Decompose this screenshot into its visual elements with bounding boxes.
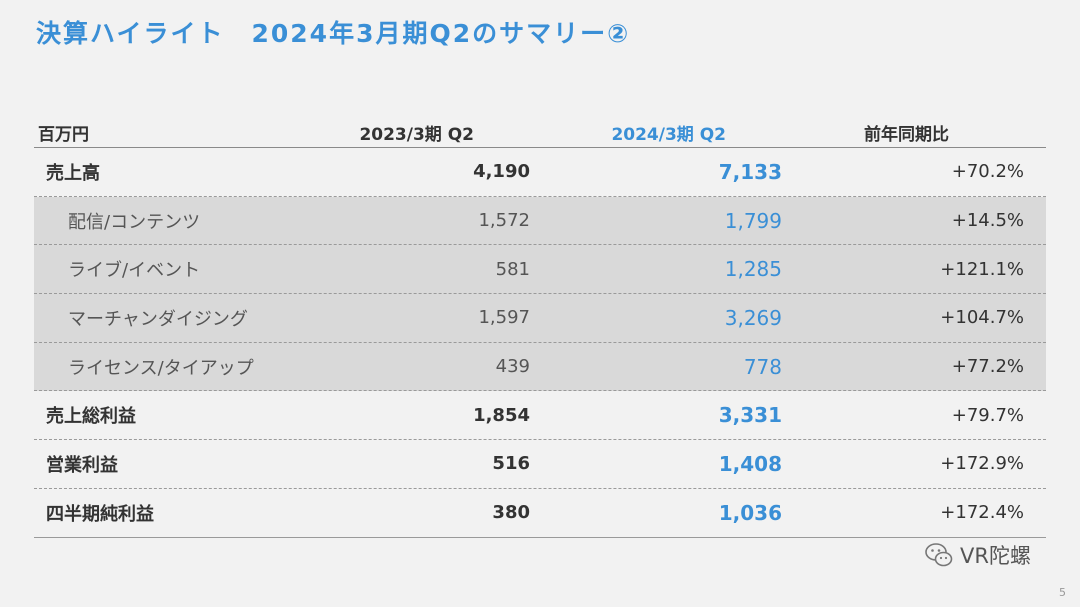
- watermark: VR陀螺: [924, 540, 1031, 570]
- table-row-net-income: 四半期純利益 380 1,036 +172.4%: [34, 489, 1046, 538]
- row-label: ライセンス/タイアップ: [68, 357, 254, 379]
- table-row-gross-profit: 売上総利益 1,854 3,331 +79.7%: [34, 391, 1046, 441]
- row-label: 売上高: [46, 162, 100, 184]
- financial-summary-table: 百万円 2023/3期 Q2 2024/3期 Q2 前年同期比 売上高 4,19…: [34, 118, 1046, 538]
- table-row-distribution-content: 配信/コンテンツ 1,572 1,799 +14.5%: [34, 196, 1046, 246]
- row-current-value: 3,269: [724, 305, 782, 330]
- page-number: 5: [1059, 586, 1066, 599]
- row-prev-value: 4,190: [473, 161, 530, 183]
- row-current-value: 1,408: [718, 451, 782, 476]
- row-label: 四半期純利益: [46, 503, 154, 525]
- row-label: ライブ/イベント: [68, 260, 201, 282]
- table-header-row: 百万円 2023/3期 Q2 2024/3期 Q2 前年同期比: [34, 118, 1046, 148]
- row-label: 配信/コンテンツ: [68, 211, 201, 233]
- row-yoy-value: +104.7%: [940, 307, 1024, 329]
- watermark-text: VR陀螺: [960, 544, 1031, 568]
- row-current-value: 7,133: [718, 159, 782, 184]
- row-yoy-value: +70.2%: [951, 161, 1024, 183]
- row-prev-value: 581: [495, 258, 530, 280]
- row-current-value: 1,799: [724, 208, 782, 233]
- row-yoy-value: +79.7%: [951, 404, 1024, 426]
- row-prev-value: 1,854: [473, 404, 530, 426]
- table-row-revenue: 売上高 4,190 7,133 +70.2%: [34, 148, 1046, 197]
- row-current-value: 1,036: [718, 500, 782, 525]
- row-prev-value: 380: [492, 502, 530, 524]
- row-current-value: 1,285: [724, 257, 782, 282]
- row-prev-value: 516: [492, 453, 530, 475]
- row-yoy-value: +14.5%: [951, 210, 1024, 232]
- slide-title: 決算ハイライト 2024年3月期Q2のサマリー②: [36, 19, 631, 48]
- wechat-icon: [924, 540, 954, 570]
- table-row-merchandising: マーチャンダイジング 1,597 3,269 +104.7%: [34, 294, 1046, 343]
- table-row-operating-profit: 営業利益 516 1,408 +172.9%: [34, 440, 1046, 489]
- header-prev-period: 2023/3期 Q2: [359, 125, 474, 145]
- header-unit-label: 百万円: [38, 125, 89, 145]
- row-yoy-value: +121.1%: [940, 258, 1024, 280]
- row-current-value: 778: [743, 354, 782, 379]
- row-yoy-value: +172.9%: [940, 453, 1024, 475]
- header-yoy: 前年同期比: [864, 125, 949, 145]
- row-yoy-value: +172.4%: [940, 502, 1024, 524]
- row-current-value: 3,331: [718, 403, 782, 428]
- row-prev-value: 1,572: [478, 210, 530, 232]
- header-current-period: 2024/3期 Q2: [611, 125, 726, 145]
- row-prev-value: 1,597: [478, 307, 530, 329]
- row-prev-value: 439: [495, 356, 530, 378]
- row-label: 営業利益: [46, 454, 118, 476]
- row-yoy-value: +77.2%: [951, 356, 1024, 378]
- row-label: 売上総利益: [46, 406, 136, 428]
- row-label: マーチャンダイジング: [68, 308, 248, 330]
- table-row-license-tieup: ライセンス/タイアップ 439 778 +77.2%: [34, 342, 1046, 392]
- table-row-live-event: ライブ/イベント 581 1,285 +121.1%: [34, 245, 1046, 295]
